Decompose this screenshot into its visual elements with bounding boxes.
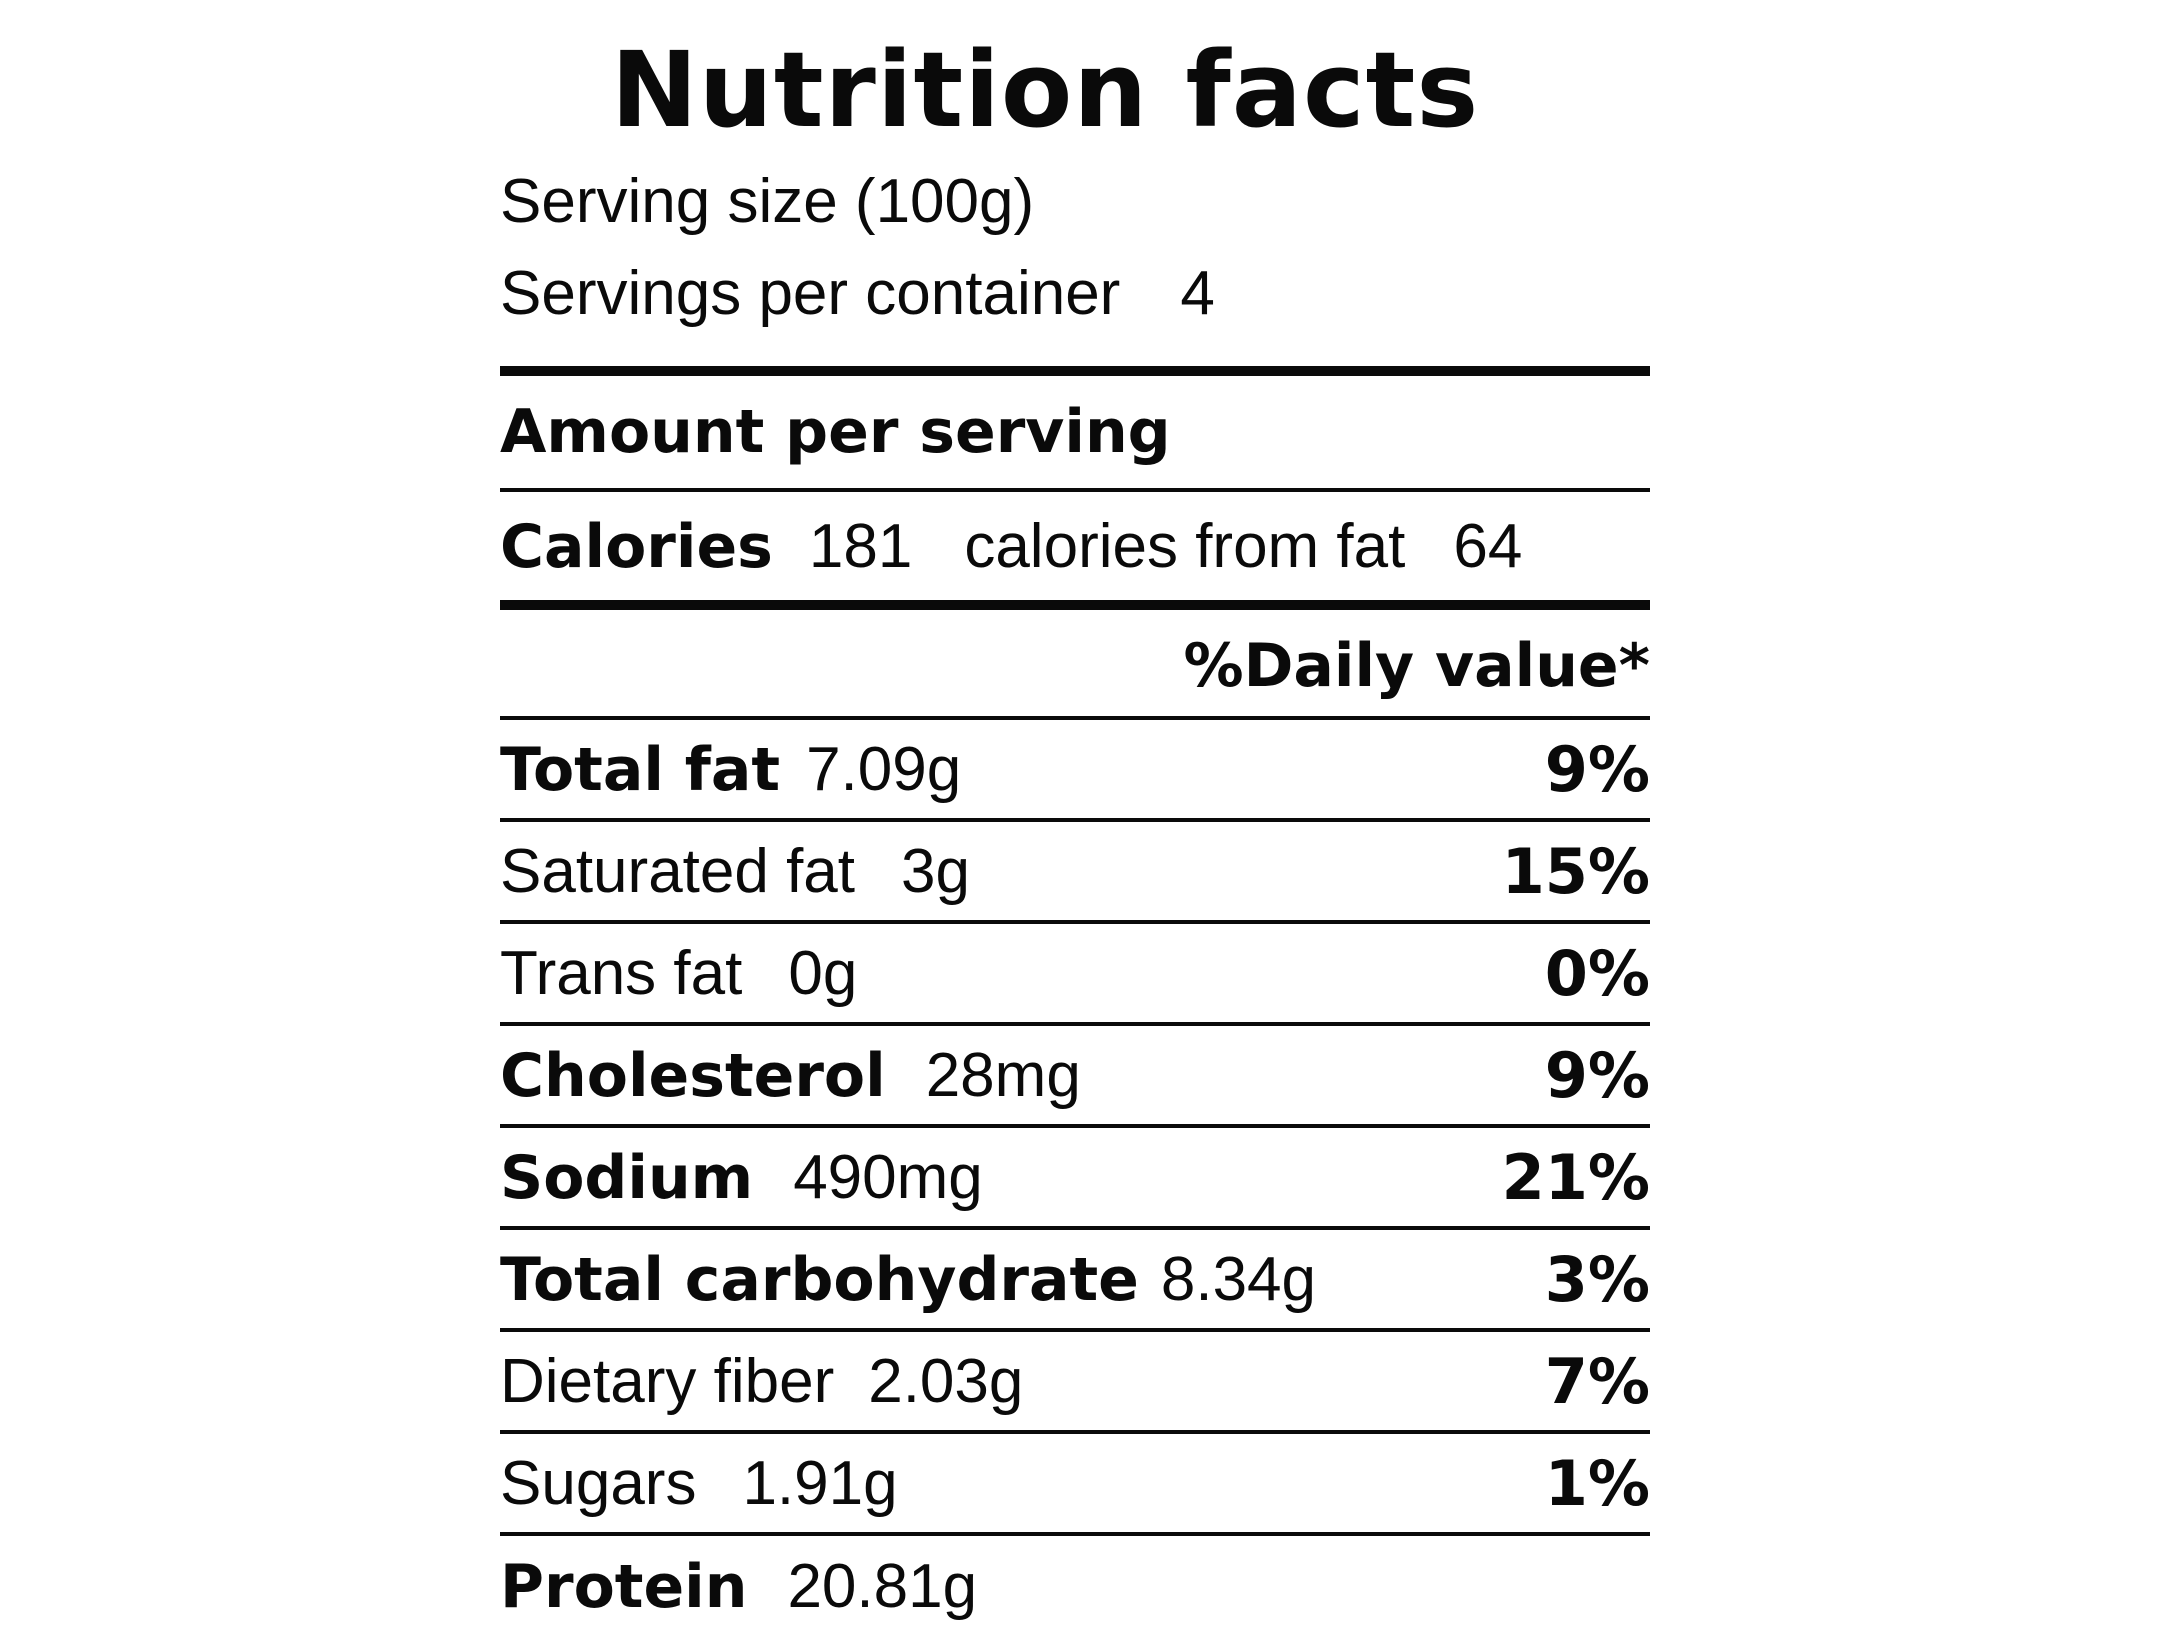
divider: [500, 1022, 1650, 1026]
nutrient-amount: 2.03g: [868, 1346, 1024, 1416]
divider: [500, 920, 1650, 924]
nutrient-daily-value: 3%: [1544, 1242, 1650, 1316]
divider: [500, 1430, 1650, 1434]
nutrient-name: Saturated fat: [500, 836, 856, 906]
calories-label: Calories: [500, 511, 773, 582]
divider-thick: [500, 366, 1650, 376]
nutrient-row-saturated-fat: Saturated fat 3g 15%: [500, 822, 1650, 920]
calories-row: Calories 181 calories from fat 64: [500, 492, 1650, 600]
nutrient-daily-value: 1%: [1544, 1446, 1650, 1520]
divider: [500, 1124, 1650, 1128]
daily-value-heading: %Daily value*: [1183, 631, 1651, 701]
nutrient-row-sodium: Sodium 490mg 21%: [500, 1128, 1650, 1226]
nutrient-amount: 3g: [901, 836, 970, 906]
nutrient-amount: 20.81g: [787, 1551, 978, 1621]
nutrient-name: Total carbohydrate: [500, 1244, 1139, 1315]
nutrient-name: Cholesterol: [500, 1040, 886, 1111]
nutrient-name: Total fat: [500, 734, 781, 805]
servings-per-container: Servings per container 4: [500, 248, 1650, 340]
nutrient-row-trans-fat: Trans fat 0g 0%: [500, 924, 1650, 1022]
nutrient-row-protein: Protein 20.81g: [500, 1536, 1650, 1636]
nutrient-row-cholesterol: Cholesterol 28mg 9%: [500, 1026, 1650, 1124]
divider: [500, 1532, 1650, 1536]
divider-thick: [500, 600, 1650, 610]
servings-per-container-value: 4: [1180, 259, 1215, 328]
divider: [500, 818, 1650, 822]
nutrient-name: Protein: [500, 1551, 748, 1622]
nutrient-row-dietary-fiber: Dietary fiber 2.03g 7%: [500, 1332, 1650, 1430]
servings-per-container-label: Servings per container: [500, 259, 1121, 328]
nutrient-daily-value: 0%: [1544, 936, 1650, 1010]
nutrient-row-sugars: Sugars 1.91g 1%: [500, 1434, 1650, 1532]
calories-from-fat-label: calories from fat: [964, 511, 1406, 581]
nutrient-daily-value: 15%: [1501, 834, 1650, 908]
nutrient-amount: 490mg: [793, 1142, 983, 1212]
serving-size: Serving size (100g): [500, 167, 1035, 236]
nutrient-amount: 0g: [788, 938, 858, 1008]
nutrient-row-total-fat: Total fat 7.09g 9%: [500, 720, 1650, 818]
nutrient-name: Sugars: [500, 1448, 697, 1518]
nutrient-daily-value: 7%: [1544, 1344, 1650, 1418]
divider: [500, 1226, 1650, 1230]
nutrient-amount: 28mg: [925, 1040, 1081, 1110]
calories-value: 181: [808, 511, 913, 581]
nutrient-name: Sodium: [500, 1142, 754, 1213]
divider: [500, 488, 1650, 492]
label-title: Nutrition facts: [610, 29, 1480, 151]
nutrient-daily-value: 21%: [1501, 1140, 1650, 1214]
nutrient-amount: 1.91g: [742, 1448, 898, 1518]
nutrient-daily-value: 9%: [1544, 1038, 1650, 1112]
nutrient-row-total-carbohydrate: Total carbohydrate 8.34g 3%: [500, 1230, 1650, 1328]
nutrient-amount: 8.34g: [1160, 1244, 1317, 1314]
nutrient-daily-value: 9%: [1544, 732, 1650, 806]
divider: [500, 1328, 1650, 1332]
nutrient-name: Dietary fiber: [500, 1346, 835, 1416]
amount-per-serving-heading: Amount per serving: [500, 397, 1171, 467]
nutrient-amount: 7.09g: [806, 734, 962, 804]
nutrition-label: Nutrition facts Serving size (100g) Serv…: [500, 30, 1650, 1636]
divider: [500, 716, 1650, 720]
calories-from-fat-value: 64: [1453, 511, 1523, 581]
nutrient-name: Trans fat: [500, 938, 743, 1008]
